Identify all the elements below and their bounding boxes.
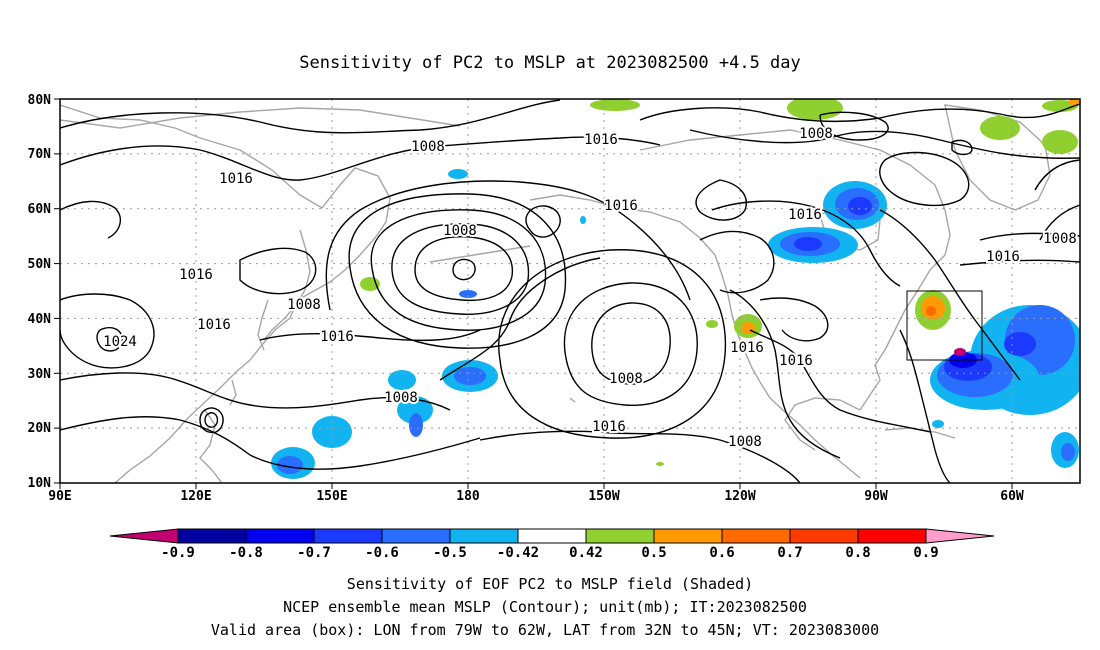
colorbar-swatch — [925, 528, 995, 544]
colorbar-tick-label: 0.5 — [641, 545, 666, 561]
contour-label: 1008 — [728, 434, 762, 450]
colorbar-labels: -0.9 -0.8 -0.7 -0.6 -0.5 -0.42 0.42 0.5 … — [161, 545, 939, 561]
coast-korea — [257, 299, 269, 351]
lon-label: 90E — [48, 489, 71, 504]
contour-label: 1008 — [287, 297, 321, 313]
caption-line: Sensitivity of EOF PC2 to MSLP field (Sh… — [347, 575, 753, 593]
lon-label: 180 — [456, 489, 480, 504]
lon-label: 120E — [180, 489, 211, 504]
contour-label: 1016 — [788, 207, 822, 223]
colorbar-tick-label: 0.7 — [777, 545, 802, 561]
coast-na-west — [714, 254, 861, 479]
contour-label: 1016 — [197, 317, 231, 333]
colorbar-tick-label: -0.9 — [161, 545, 195, 561]
caption-line: Valid area (box): LON from 79W to 62W, L… — [211, 621, 879, 639]
contour-label: 1008 — [443, 223, 477, 239]
coast-philippines — [199, 409, 223, 483]
figure-title: Sensitivity of PC2 to MSLP at 2023082500… — [299, 53, 801, 73]
colorbar — [109, 528, 995, 544]
contour-labels: 1008 1016 1016 1008 1016 1008 1016 1016 … — [101, 124, 1079, 452]
lon-label: 90W — [864, 489, 888, 504]
coast-na-north — [639, 129, 936, 186]
contour-label: 1008 — [384, 390, 418, 406]
lat-label: 80N — [28, 93, 52, 108]
contour-label: 1016 — [779, 353, 813, 369]
lon-label: 60W — [1000, 489, 1024, 504]
contour-label: 1008 — [1043, 231, 1077, 247]
contour-low-center — [452, 258, 476, 281]
contour-label: 1016 — [320, 329, 354, 345]
colorbar-tick-label: -0.7 — [297, 545, 331, 561]
lat-label: 40N — [28, 312, 52, 327]
contour-label: 1008 — [799, 126, 833, 142]
coast-aleutians — [429, 245, 531, 263]
contour-north-high — [60, 99, 561, 134]
lon-label: 120W — [724, 489, 755, 504]
contour-label: 1016 — [179, 267, 213, 283]
contour-label: 1016 — [730, 340, 764, 356]
coast-gulf — [784, 397, 861, 451]
lat-label: 50N — [28, 257, 52, 272]
contour-pacific-high-inner — [591, 302, 671, 385]
contour-label: 1008 — [411, 139, 445, 155]
colorbar-tick-label: 0.6 — [709, 545, 734, 561]
lat-label: 20N — [28, 421, 52, 436]
sensitivity-shading — [271, 99, 1080, 479]
latitude-axis — [54, 98, 60, 484]
colorbar-tick-label: 0.8 — [845, 545, 870, 561]
map-plot-area: 1008 1016 1016 1008 1016 1008 1016 1016 … — [60, 99, 1080, 483]
contour-label: 1016 — [986, 249, 1020, 265]
plot-frame — [59, 98, 1081, 484]
coast-na-east — [859, 184, 951, 411]
colorbar-swatch — [585, 528, 655, 544]
lat-label: 70N — [28, 147, 52, 162]
longitude-labels: 90E 120E 150E 180 150W 120W 90W 60W — [48, 489, 1024, 504]
colorbar-swatch — [381, 528, 451, 544]
colorbar-swatch — [109, 528, 179, 544]
caption-line: NCEP ensemble mean MSLP (Contour); unit(… — [283, 598, 807, 616]
contour-label: 1008 — [609, 371, 643, 387]
lat-label: 10N — [28, 476, 52, 491]
latitude-labels: 80N 70N 60N 50N 40N 30N 20N 10N — [28, 93, 52, 491]
contour-label: 1016 — [592, 419, 626, 435]
colorbar-swatch — [517, 528, 587, 544]
contour-label: 1024 — [103, 334, 137, 350]
colorbar-tick-label: -0.5 — [433, 545, 467, 561]
colorbar-tick-label: 0.9 — [913, 545, 938, 561]
contour-label: 1016 — [604, 198, 638, 214]
coast-siberia-north — [60, 107, 461, 129]
colorbar-swatch — [245, 528, 315, 544]
captions: Sensitivity of EOF PC2 to MSLP field (Sh… — [211, 575, 879, 639]
gridlines — [60, 99, 1080, 483]
longitude-axis — [59, 483, 1013, 489]
coast-alaska — [529, 194, 716, 256]
coast-hawaii — [569, 397, 576, 403]
colorbar-swatch — [857, 528, 927, 544]
lon-label: 150W — [588, 489, 619, 504]
colorbar-swatch — [177, 528, 247, 544]
colorbar-swatch — [653, 528, 723, 544]
lat-label: 30N — [28, 367, 52, 382]
colorbar-swatch — [313, 528, 383, 544]
colorbar-swatch — [721, 528, 791, 544]
valid-area-box — [906, 290, 983, 361]
lon-label: 150E — [316, 489, 347, 504]
contour-label: 1016 — [219, 171, 253, 187]
colorbar-swatch — [789, 528, 859, 544]
colorbar-swatch — [449, 528, 519, 544]
contour-label: 1016 — [584, 132, 618, 148]
coast-taiwan — [229, 379, 237, 406]
coast-east-asia — [60, 104, 391, 483]
mslp-contours — [60, 99, 1080, 483]
colorbar-tick-label: 0.42 — [569, 545, 603, 561]
colorbar-tick-label: -0.42 — [497, 545, 539, 561]
colorbar-tick-label: -0.8 — [229, 545, 263, 561]
lat-label: 60N — [28, 202, 52, 217]
colorbar-tick-label: -0.6 — [365, 545, 399, 561]
